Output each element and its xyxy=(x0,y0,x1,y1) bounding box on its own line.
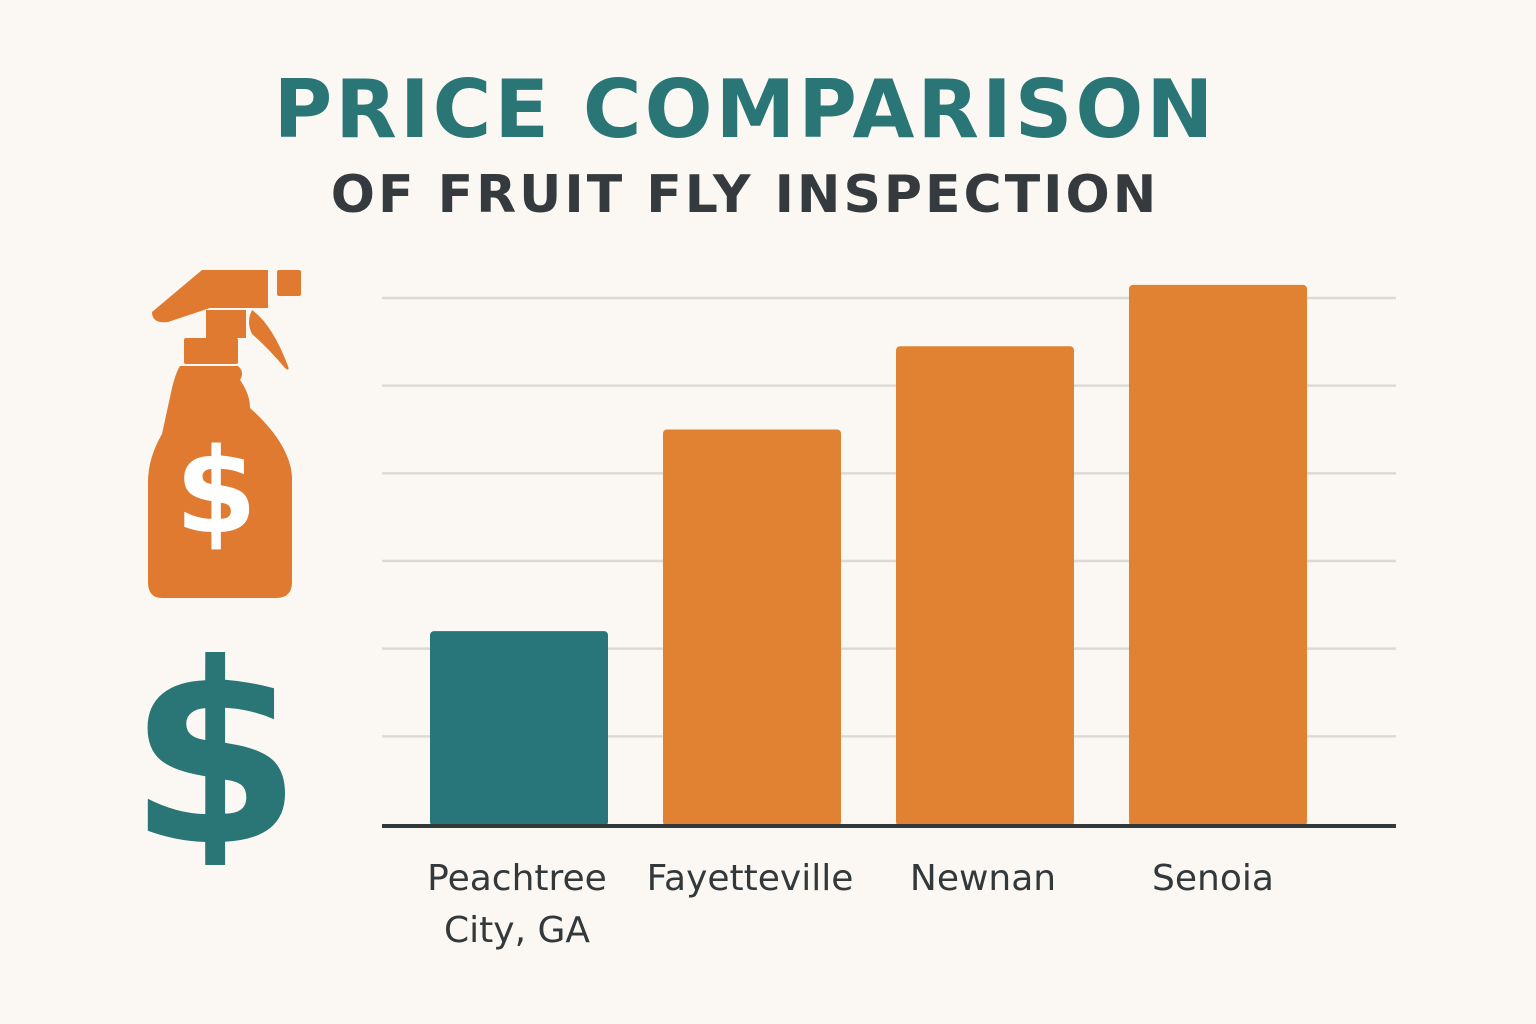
bar-fayetteville xyxy=(663,429,841,826)
svg-text:$: $ xyxy=(175,422,257,560)
bar-newnan xyxy=(896,346,1074,826)
x-tick-label: Peachtree City, GA xyxy=(427,858,607,951)
dollar-sign-icon: $ xyxy=(130,630,300,865)
bar-peachtree-city-ga xyxy=(430,631,608,826)
x-tick-labels: Peachtree City, GA Fayetteville Newnan Senoi… xyxy=(427,858,1274,951)
chart-title: PRICE COMPARISON xyxy=(273,63,1217,156)
x-tick-label: Newnan xyxy=(910,858,1056,899)
chart-subtitle: OF FRUIT FLY INSPECTION xyxy=(330,165,1160,225)
bar-senoia xyxy=(1129,284,1307,827)
svg-text:$: $ xyxy=(130,630,300,865)
x-tick-label: Senoia xyxy=(1152,858,1274,899)
spray-bottle-dollar-icon: $ xyxy=(148,270,301,598)
bars xyxy=(430,284,1307,827)
x-tick-label: Fayetteville xyxy=(647,858,854,899)
